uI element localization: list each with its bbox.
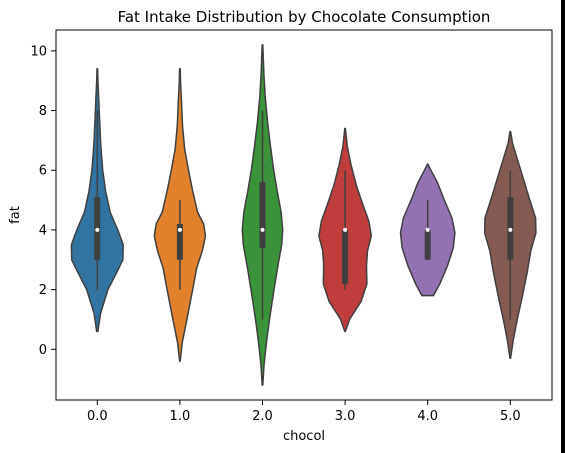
x-tick-label: 1.0 [170, 409, 191, 424]
violin-iqr-box [176, 223, 183, 260]
violin-5.0 [483, 130, 537, 359]
window-edge [561, 0, 565, 453]
plot-area [70, 44, 537, 386]
x-tick-label: 3.0 [335, 409, 356, 424]
chart-title: Fat Intake Distribution by Chocolate Con… [118, 8, 491, 26]
violin-2.0 [241, 44, 284, 386]
violin-median-dot [508, 227, 513, 232]
x-tick-label: 2.0 [252, 409, 273, 424]
y-tick-label: 0 [39, 343, 47, 358]
violin-4.0 [399, 163, 456, 297]
y-tick-label: 8 [39, 104, 47, 119]
x-tick-label: 0.0 [87, 409, 108, 424]
violin-median-dot [177, 227, 182, 232]
y-tick-label: 10 [30, 44, 47, 59]
violin-0.0 [70, 68, 124, 333]
violin-median-dot [425, 227, 430, 232]
violin-1.0 [153, 68, 207, 362]
violin-median-dot [260, 227, 265, 232]
violin-iqr-box [259, 182, 266, 248]
violin-iqr-box [424, 229, 431, 260]
violin-3.0 [318, 127, 373, 333]
violin-iqr-box [342, 229, 349, 284]
violin-median-dot [95, 227, 100, 232]
x-tick-label: 4.0 [417, 409, 438, 424]
y-tick-label: 4 [39, 223, 47, 238]
x-axis: 0.0 1.0 2.0 3.0 4.0 5.0 [87, 400, 521, 424]
y-tick-label: 6 [39, 164, 47, 179]
violin-median-dot [343, 227, 348, 232]
x-tick-label: 5.0 [500, 409, 521, 424]
y-tick-label: 2 [39, 283, 47, 298]
y-axis: 0 2 4 6 8 10 [30, 44, 56, 358]
x-axis-label: chocol [283, 429, 325, 444]
y-axis-label: fat [8, 206, 23, 224]
plot-frame [55, 29, 553, 401]
